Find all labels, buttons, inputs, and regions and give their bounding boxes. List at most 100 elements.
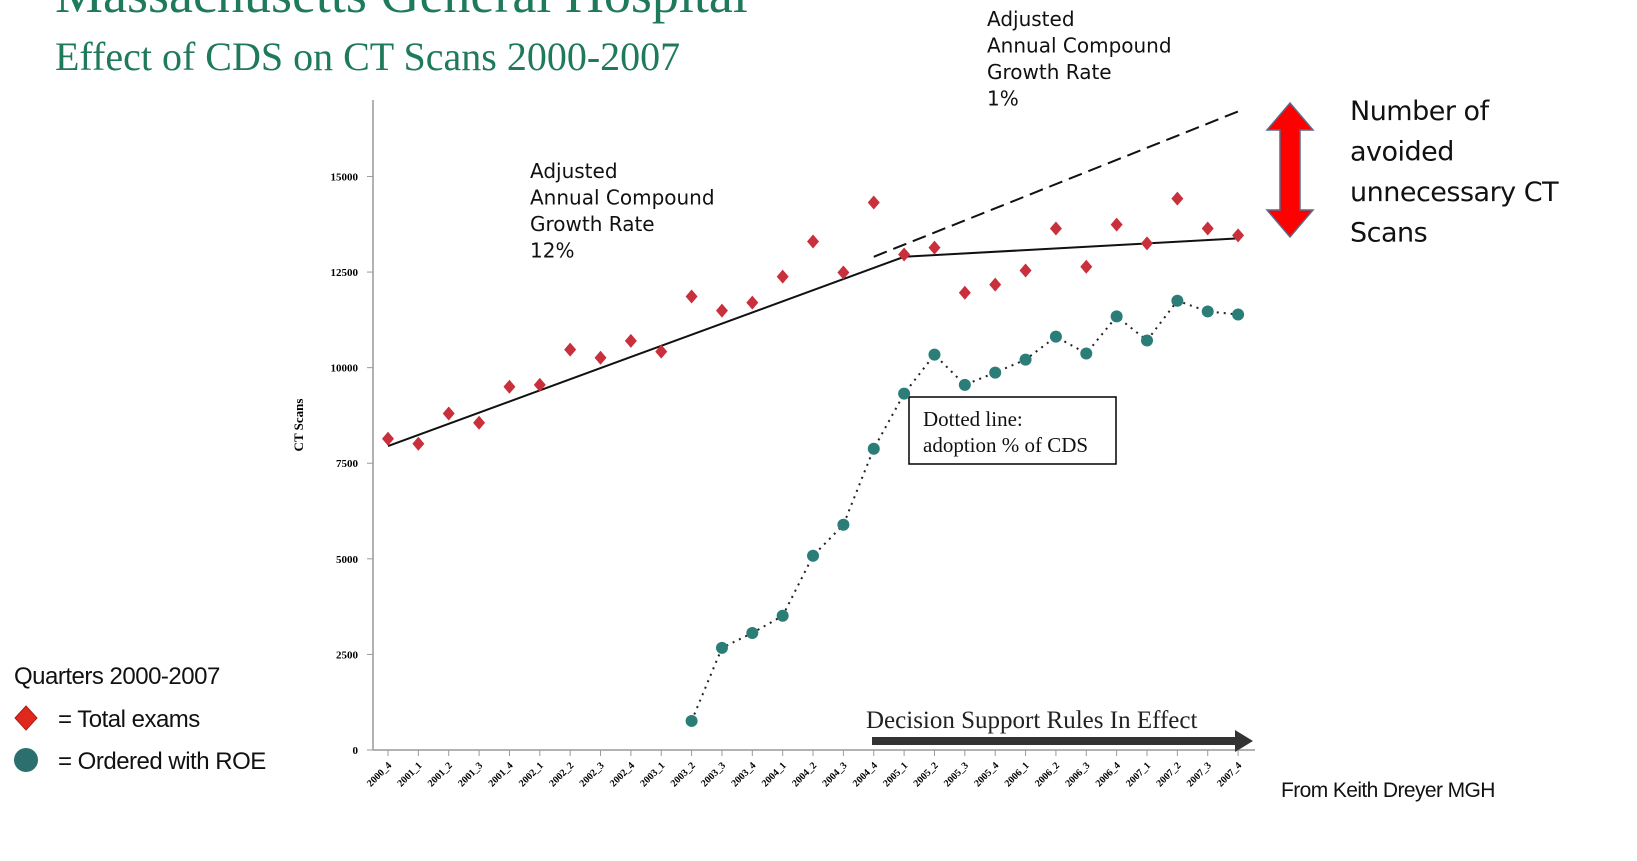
x-tick-label: 2007_4 <box>1215 760 1244 789</box>
x-tick-label: 2003_3 <box>699 760 728 789</box>
x-tick-label: 2002_2 <box>547 760 576 789</box>
point <box>685 714 698 727</box>
point <box>867 195 880 210</box>
point <box>958 378 971 391</box>
x-tick-label: 2004_1 <box>760 760 789 789</box>
point <box>1049 330 1062 343</box>
x-tick-label: 2001_4 <box>487 760 516 789</box>
x-tick-label: 2005_2 <box>912 760 941 789</box>
point <box>928 348 941 361</box>
x-tick-label: 2006_2 <box>1033 760 1062 789</box>
annotation: 1% <box>987 87 1019 111</box>
x-tick-label: 2007_3 <box>1185 760 1214 789</box>
annotation: 12% <box>530 239 574 263</box>
point <box>1232 228 1245 243</box>
y-tick-label: 5000 <box>336 554 359 566</box>
y-tick-label: 15000 <box>331 171 359 183</box>
avoided-note: Scans <box>1350 218 1427 249</box>
point <box>989 366 1002 379</box>
annotation: Growth Rate <box>530 212 655 236</box>
rules-arrow <box>872 730 1253 752</box>
point <box>1141 334 1153 347</box>
chart-subtitle: Effect of CDS on CT Scans 2000-2007 <box>55 34 680 79</box>
x-tick-label: 2004_3 <box>821 760 850 789</box>
y-tick-label: 10000 <box>331 363 359 375</box>
y-tick-label: 12500 <box>331 267 359 279</box>
annotation: Annual Compound <box>987 34 1172 58</box>
x-tick-label: 2004_4 <box>851 760 880 789</box>
point <box>412 436 425 451</box>
x-tick-label: 2002_1 <box>517 760 546 789</box>
point <box>1080 347 1093 360</box>
x-tick-label: 2005_4 <box>972 760 1001 789</box>
point <box>1201 221 1214 236</box>
x-tick-label: 2004_2 <box>790 760 819 789</box>
note-box <box>908 396 1117 465</box>
point <box>898 387 911 400</box>
point <box>989 277 1002 292</box>
y-tick-label: 0 <box>353 745 359 757</box>
point <box>715 641 728 654</box>
box-note: Dotted line: <box>923 407 1023 431</box>
y-axis-label: CT Scans <box>291 399 306 452</box>
point <box>746 627 759 639</box>
point <box>1201 305 1214 318</box>
x-tick-label: 2007_2 <box>1154 760 1183 789</box>
point <box>473 415 486 430</box>
point <box>1110 217 1123 232</box>
x-tick-label: 2001_1 <box>395 760 424 789</box>
point <box>837 518 850 531</box>
point <box>807 549 820 562</box>
point <box>776 609 789 622</box>
point <box>1171 191 1184 206</box>
y-tick-label: 2500 <box>336 649 359 661</box>
y-tick-label: 7500 <box>336 458 359 470</box>
point <box>382 431 394 446</box>
point <box>655 344 668 359</box>
x-tick-label: 2007_1 <box>1124 760 1153 789</box>
x-tick-label: 2006_3 <box>1063 760 1092 789</box>
rules-note: Decision Support Rules In Effect <box>866 707 1197 734</box>
series-line <box>690 299 1239 722</box>
point <box>1171 294 1184 307</box>
point <box>867 442 880 455</box>
avoided-note: Number of <box>1350 96 1491 127</box>
point <box>898 247 911 262</box>
legend-entry: = Ordered with ROE <box>58 748 266 775</box>
point <box>533 377 546 392</box>
point <box>746 295 759 310</box>
annotation: Adjusted <box>530 159 618 183</box>
annotation: Growth Rate <box>987 60 1112 84</box>
box-note: adoption % of CDS <box>923 433 1088 457</box>
legend-diamond <box>14 705 38 731</box>
legend-title: Quarters 2000-2007 <box>14 663 220 690</box>
point <box>1232 308 1245 321</box>
point <box>1110 310 1123 323</box>
point <box>928 240 941 255</box>
avoided-arrow <box>1265 101 1315 239</box>
point <box>1019 353 1032 366</box>
point <box>1080 259 1093 274</box>
x-tick-label: 2002_4 <box>608 760 637 789</box>
point <box>1019 263 1032 278</box>
x-tick-label: 2002_3 <box>578 760 607 789</box>
point <box>442 406 455 421</box>
x-tick-label: 2003_4 <box>729 760 758 789</box>
point <box>776 269 789 284</box>
trend-line <box>873 110 1239 258</box>
point <box>503 379 516 394</box>
point <box>1049 221 1062 236</box>
chart-title: Massachusetts General Hospital <box>55 0 748 24</box>
point <box>594 350 607 365</box>
x-tick-label: 2000_4 <box>365 760 394 789</box>
point <box>715 303 728 318</box>
annotation: Adjusted <box>987 7 1075 31</box>
x-tick-label: 2003_2 <box>669 760 698 789</box>
point <box>624 333 637 348</box>
point <box>564 342 577 357</box>
x-tick-label: 2003_1 <box>638 760 667 789</box>
x-tick-label: 2001_3 <box>456 760 485 789</box>
source: From Keith Dreyer MGH <box>1281 779 1495 802</box>
legend-circle <box>14 748 38 772</box>
